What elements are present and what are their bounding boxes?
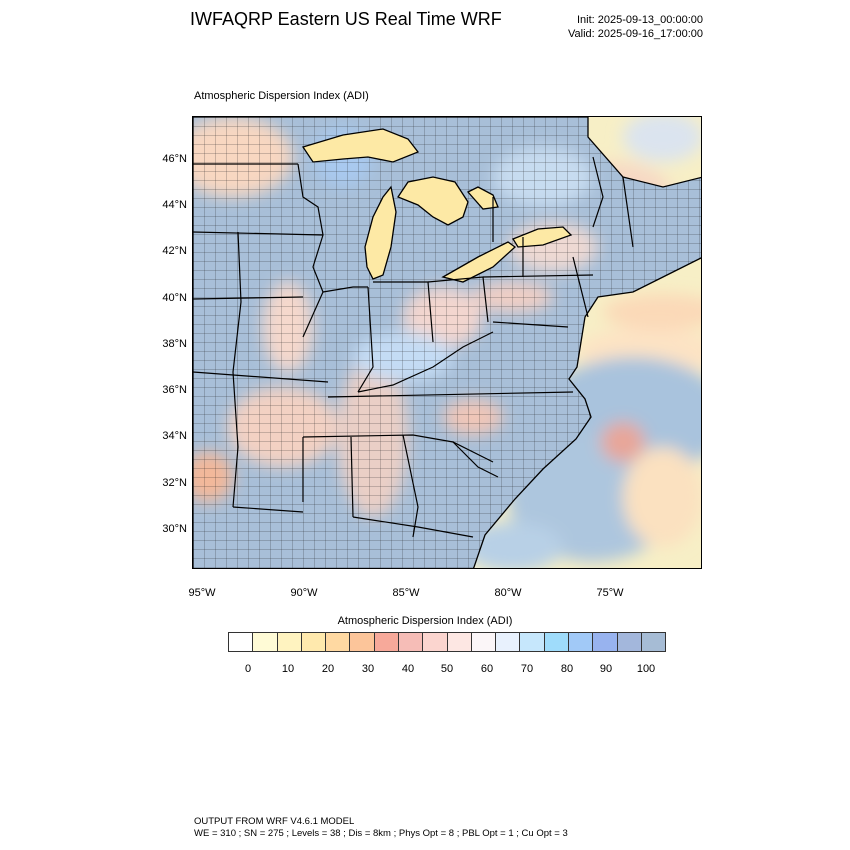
- lat-tick-label: 30°N: [162, 523, 187, 535]
- colorbar-swatch: [568, 633, 594, 651]
- colorbar-swatch: [641, 633, 666, 651]
- lat-tick-label: 32°N: [162, 477, 187, 489]
- colorbar-label: 50: [440, 663, 454, 675]
- colorbar-swatch: [350, 633, 375, 651]
- colorbar-label: 20: [321, 663, 335, 675]
- lat-tick-label: 40°N: [162, 292, 187, 304]
- colorbar-label: 90: [599, 663, 613, 675]
- plot-title: Atmospheric Dispersion Index (ADI): [194, 90, 369, 102]
- lon-tick-label: 95°W: [188, 587, 216, 599]
- init-time: Init: 2025-09-13_00:00:00: [577, 14, 703, 26]
- colorbar-swatch: [544, 633, 569, 651]
- lat-tick-label: 36°N: [162, 384, 187, 396]
- colorbar-swatch: [617, 633, 642, 651]
- colorbar-swatch: [326, 633, 351, 651]
- lon-tick-label: 85°W: [392, 587, 420, 599]
- colorbar-label: 100: [636, 663, 656, 675]
- valid-time: Valid: 2025-09-16_17:00:00: [568, 28, 703, 40]
- colorbar-label: 70: [520, 663, 534, 675]
- colorbar-label: 40: [401, 663, 415, 675]
- adi-map: [193, 117, 701, 568]
- colorbar-swatch: [277, 633, 302, 651]
- chart-title: IWFAQRP Eastern US Real Time WRF: [190, 9, 502, 29]
- colorbar-swatch: [374, 633, 399, 651]
- colorbar: [228, 632, 666, 652]
- lat-tick-label: 42°N: [162, 245, 187, 257]
- colorbar-swatch: [301, 633, 327, 651]
- map-panel: [192, 116, 702, 569]
- lat-tick-label: 34°N: [162, 430, 187, 442]
- colorbar-label: 60: [480, 663, 494, 675]
- colorbar-swatch: [398, 633, 424, 651]
- colorbar-swatch: [447, 633, 472, 651]
- lat-tick-label: 44°N: [162, 199, 187, 211]
- colorbar-label: 30: [361, 663, 375, 675]
- lat-tick-label: 38°N: [162, 338, 187, 350]
- great-lakes: [301, 128, 573, 283]
- colorbar-swatch: [229, 633, 254, 651]
- lat-tick-label: 46°N: [162, 153, 187, 165]
- colorbar-label: 10: [281, 663, 295, 675]
- colorbar-swatch: [253, 633, 278, 651]
- model-footer: OUTPUT FROM WRF V4.6.1 MODEL: [194, 816, 355, 827]
- colorbar-title: Atmospheric Dispersion Index (ADI): [337, 615, 513, 627]
- colorbar-swatch: [471, 633, 497, 651]
- colorbar-swatch: [520, 633, 545, 651]
- lon-tick-label: 75°W: [596, 587, 624, 599]
- colorbar-swatch: [423, 633, 448, 651]
- colorbar-swatch: [593, 633, 618, 651]
- model-settings: WE = 310 ; SN = 275 ; Levels = 38 ; Dis …: [194, 828, 568, 839]
- colorbar-label: 0: [244, 663, 252, 675]
- lon-tick-label: 80°W: [494, 587, 522, 599]
- colorbar-label: 80: [560, 663, 574, 675]
- colorbar-swatch: [496, 633, 521, 651]
- lon-tick-label: 90°W: [290, 587, 318, 599]
- state-boundaries: [193, 156, 634, 538]
